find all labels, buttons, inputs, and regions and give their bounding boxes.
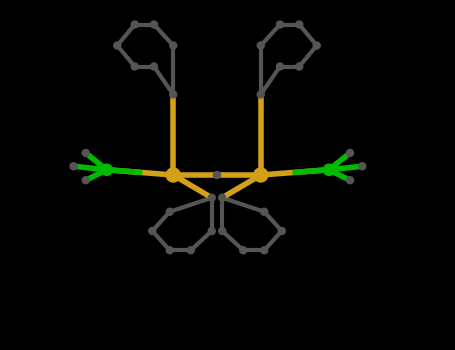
Circle shape: [359, 163, 366, 170]
Circle shape: [277, 21, 283, 28]
Circle shape: [166, 247, 173, 254]
Circle shape: [219, 194, 226, 201]
Circle shape: [277, 63, 283, 70]
Circle shape: [208, 194, 215, 201]
Circle shape: [208, 228, 215, 234]
Circle shape: [82, 177, 89, 184]
Circle shape: [166, 168, 180, 182]
Circle shape: [261, 247, 268, 254]
Circle shape: [296, 63, 303, 70]
Circle shape: [114, 42, 121, 49]
Circle shape: [82, 149, 89, 156]
Circle shape: [240, 247, 247, 254]
Circle shape: [254, 168, 268, 182]
Circle shape: [219, 228, 226, 234]
Circle shape: [187, 247, 194, 254]
Circle shape: [166, 208, 173, 215]
Circle shape: [149, 228, 156, 234]
Circle shape: [261, 208, 268, 215]
Circle shape: [151, 21, 157, 28]
Circle shape: [257, 91, 264, 98]
Circle shape: [131, 63, 138, 70]
Circle shape: [324, 164, 334, 175]
Circle shape: [278, 228, 285, 234]
Circle shape: [170, 91, 177, 98]
Circle shape: [170, 42, 177, 49]
Circle shape: [151, 63, 157, 70]
Circle shape: [347, 177, 354, 184]
Circle shape: [296, 21, 303, 28]
Circle shape: [313, 42, 320, 49]
Circle shape: [70, 163, 77, 170]
Circle shape: [101, 164, 112, 175]
Circle shape: [257, 42, 264, 49]
Circle shape: [213, 172, 221, 178]
Circle shape: [131, 21, 138, 28]
Circle shape: [347, 149, 354, 156]
